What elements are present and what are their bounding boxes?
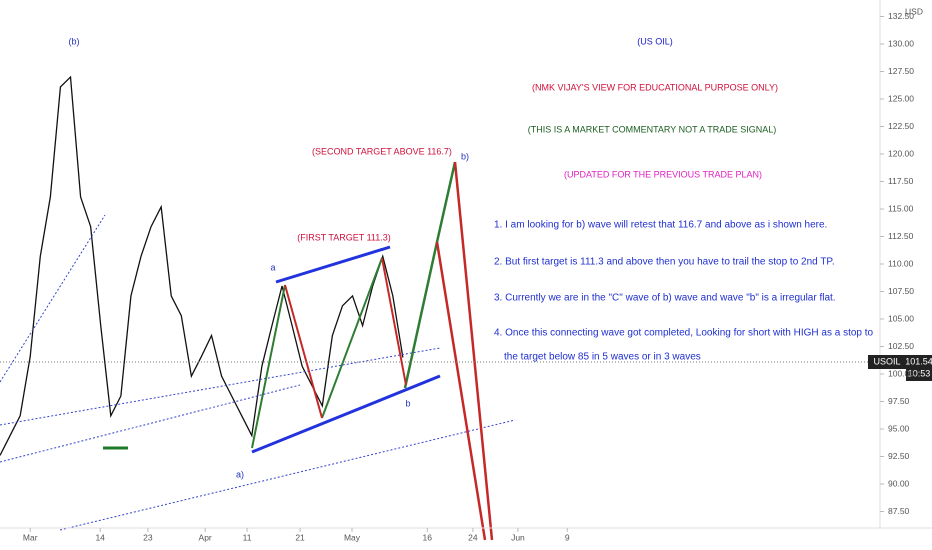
y-tick-label: 92.50 <box>888 451 910 461</box>
symbol: USOIL <box>873 356 900 366</box>
y-tick-label: 120.00 <box>888 148 914 158</box>
last-price: 101.54 <box>905 356 932 366</box>
channel-line <box>0 347 441 426</box>
x-tick-label: 14 <box>95 532 105 542</box>
wave-down <box>284 284 323 419</box>
y-tick-label: 107.50 <box>888 286 914 296</box>
y-tick-label: 112.50 <box>888 231 914 241</box>
price-tag <box>906 355 932 381</box>
wave-up <box>403 161 457 389</box>
title: (US OIL) <box>637 36 673 46</box>
x-tick-label: 23 <box>143 532 153 542</box>
disclaimer: (THIS IS A MARKET COMMENTARY NOT A TRADE… <box>528 124 777 134</box>
x-tick-label: May <box>344 532 361 542</box>
y-tick-label: 125.00 <box>888 93 914 103</box>
x-tick-label: Mar <box>23 532 38 542</box>
wave-label: a <box>270 262 275 272</box>
wave-down <box>435 241 487 541</box>
y-tick-label: 100.00 <box>888 368 914 378</box>
y-tick-label: 87.50 <box>888 506 910 516</box>
note: 4. Once this connecting wave got complet… <box>494 328 874 339</box>
y-tick-label: 97.50 <box>888 396 910 406</box>
y-tick-label: 95.00 <box>888 423 910 433</box>
channel-line <box>0 214 106 383</box>
wave-label: b <box>405 398 410 408</box>
wave-label: b) <box>461 151 469 161</box>
annotation: (FIRST TARGET 111.3) <box>297 232 391 242</box>
y-tick-label: 105.00 <box>888 313 914 323</box>
symbol-tag <box>868 355 906 369</box>
x-tick-label: 24 <box>468 532 478 542</box>
price-axis <box>880 0 932 528</box>
x-tick-label: 21 <box>295 532 305 542</box>
currency: USD <box>905 6 923 16</box>
note: 3. Currently we are in the "C" wave of b… <box>494 293 836 304</box>
x-tick-label: Jun <box>511 532 525 542</box>
y-tick-label: 132.50 <box>888 11 914 21</box>
trend-line <box>251 374 441 454</box>
y-tick-label: 110.00 <box>888 258 914 268</box>
wave-label: (b) <box>69 36 80 46</box>
drawings <box>0 161 880 541</box>
wave-down <box>453 161 494 541</box>
note: 2. But first target is 111.3 and above t… <box>494 257 835 268</box>
y-tick-label: 102.50 <box>888 341 914 351</box>
price-line <box>0 75 404 456</box>
wave-up <box>321 257 383 419</box>
x-tick-label: Apr <box>199 532 212 542</box>
x-tick-label: 11 <box>243 532 252 542</box>
wave-down <box>381 257 407 386</box>
wave-up <box>251 284 286 449</box>
y-tick-label: 115.00 <box>888 203 914 213</box>
note: the target below 85 in 5 waves or in 3 w… <box>504 352 701 363</box>
annotation: (SECOND TARGET ABOVE 116.7) <box>312 146 452 156</box>
y-tick-label: 130.00 <box>888 38 914 48</box>
y-tick-label: 117.50 <box>888 176 914 186</box>
ticks <box>0 75 404 456</box>
subtitle: (NMK VIJAY'S VIEW FOR EDUCATIONAL PURPOS… <box>532 82 778 92</box>
y-tick-label: 127.50 <box>888 66 914 76</box>
wave-label: a) <box>236 469 244 479</box>
y-tick-label: 122.50 <box>888 121 914 131</box>
note: 1. I am looking for b) wave will retest … <box>494 220 827 231</box>
update-note: (UPDATED FOR THE PREVIOUS TRADE PLAN) <box>564 169 762 179</box>
x-tick-label: 9 <box>565 532 570 542</box>
trend-line <box>275 245 391 284</box>
y-tick-label: 90.00 <box>888 478 910 488</box>
x-tick-label: 16 <box>423 532 433 542</box>
countdown: 10:53 <box>908 368 931 378</box>
